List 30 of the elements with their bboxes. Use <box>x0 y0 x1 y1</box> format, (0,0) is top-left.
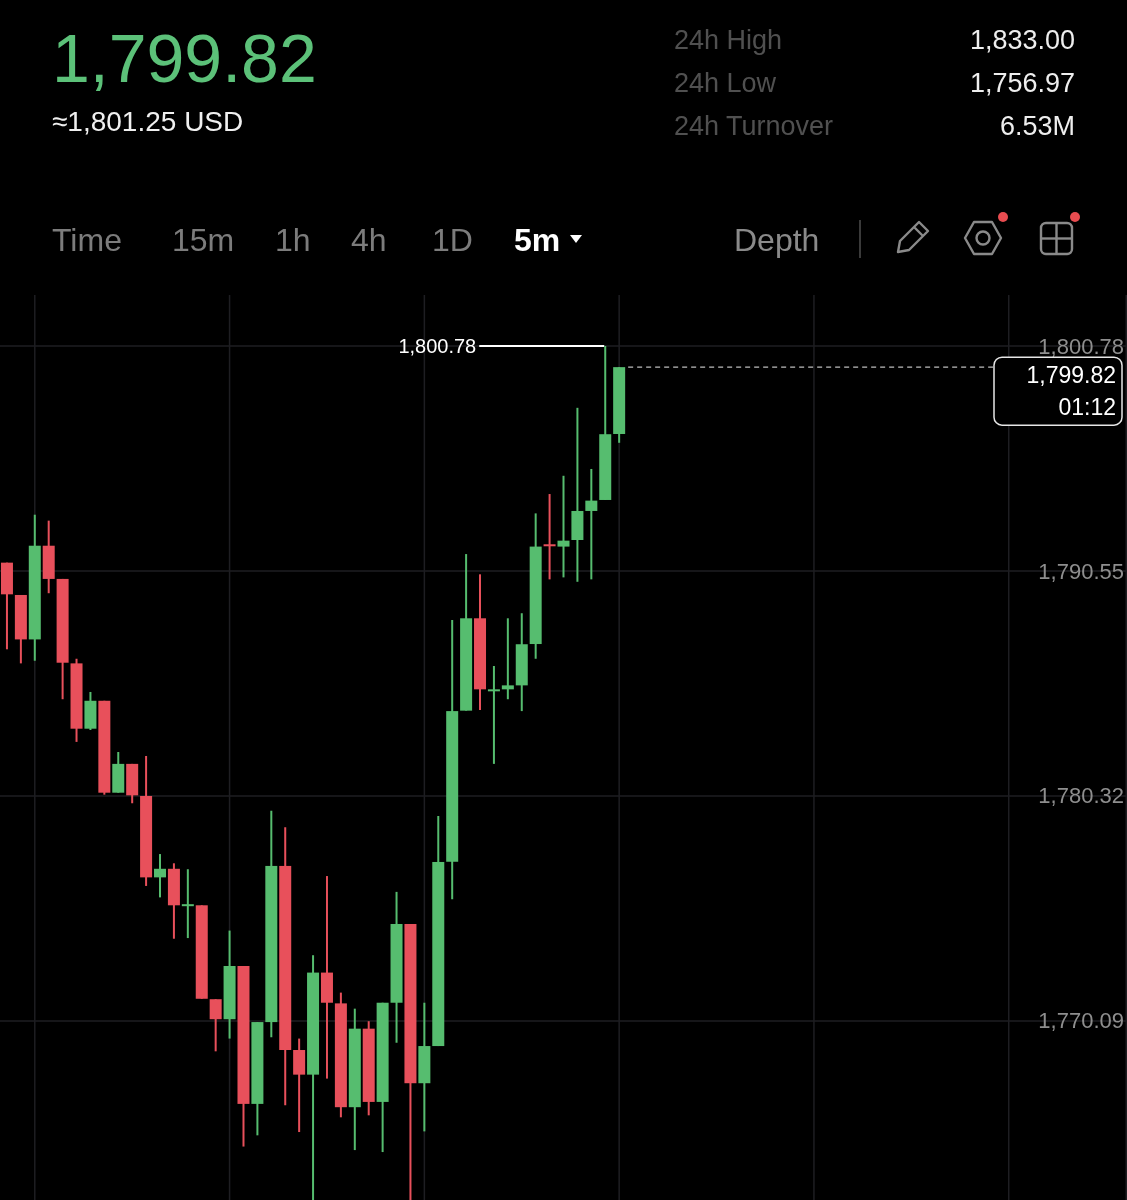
text: Time <box>52 222 122 258</box>
y-tick-label: 1,770.09 <box>1038 1008 1124 1034</box>
text: 24h Low <box>674 68 777 98</box>
chart-title: 1,799.82 <box>52 20 317 96</box>
text: 15m <box>172 222 235 258</box>
annotation: 01:12 <box>1058 394 1116 421</box>
candlestick <box>557 474 570 579</box>
y-tick-label: 1,780.32 <box>1038 783 1124 809</box>
text: 1h <box>275 222 311 258</box>
text: Depth <box>734 222 820 258</box>
text: 24h High <box>674 25 783 55</box>
text: 6.53M <box>999 111 1075 141</box>
candlestick <box>501 617 514 701</box>
text: 1,756.97 <box>969 68 1075 98</box>
candlestick <box>181 868 194 940</box>
text: 5m <box>514 222 561 258</box>
text: 24h Turnover <box>674 111 834 141</box>
y-tick-label: 1,800.78 <box>1038 333 1124 359</box>
ref-line-label: 1,799.82 <box>1026 362 1116 389</box>
text: 1D <box>432 222 473 258</box>
y-tick-label: 1,790.55 <box>1038 558 1124 584</box>
text: 1,833.00 <box>969 25 1075 55</box>
candlestick <box>543 493 556 581</box>
candlestick <box>154 853 167 899</box>
candlestick <box>209 998 222 1053</box>
candlestick <box>487 665 500 765</box>
candlestick <box>585 467 598 581</box>
text: 4h <box>351 222 387 258</box>
annotation: 1,800.78 <box>398 335 477 358</box>
chart-subtitle: ≈1,801.25 USD <box>52 106 244 137</box>
